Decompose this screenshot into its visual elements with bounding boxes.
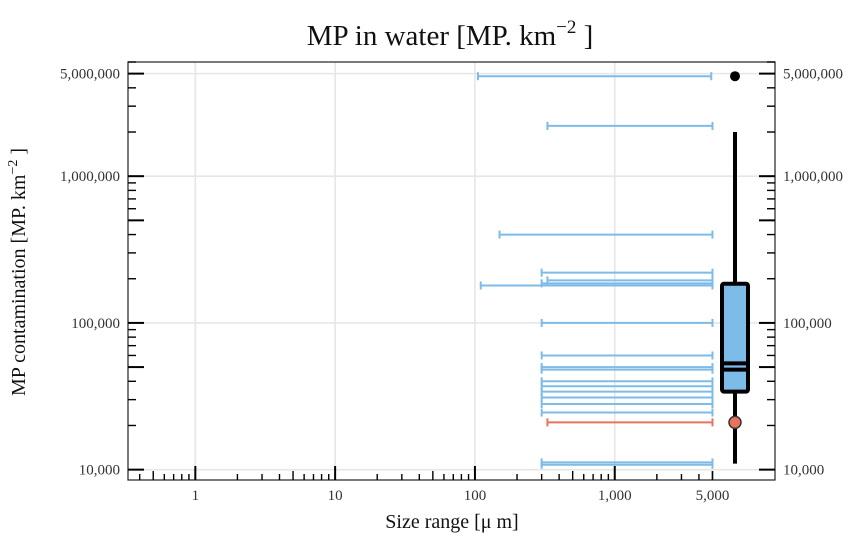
y-axis-label: MP contamination [MP. km−2 ] bbox=[6, 148, 30, 396]
y-tick-label-left: 10,000 bbox=[79, 463, 120, 479]
chart-title: MP in water [MP. km−2 ] bbox=[307, 17, 594, 52]
y-tick-label-right: 100,000 bbox=[783, 316, 832, 332]
box-outlier-point bbox=[730, 71, 740, 82]
plot-frame bbox=[127, 61, 776, 481]
plot-area: 1 10 100 1,000 5,000 10,000 10,000 100,000 100,0… bbox=[60, 61, 843, 504]
x-tick-label: 1,000 bbox=[598, 488, 632, 504]
y-tick-label-right: 1,000,000 bbox=[783, 169, 843, 185]
y-tick-label-left: 100,000 bbox=[71, 316, 120, 332]
x-tick-label: 5,000 bbox=[696, 488, 730, 504]
y-tick-label-left: 5,000,000 bbox=[60, 67, 120, 83]
x-axis-label: Size range [μ m] bbox=[385, 511, 518, 533]
x-tick-label: 1 bbox=[192, 488, 200, 504]
highlight-point bbox=[728, 415, 742, 430]
x-tick-label: 100 bbox=[464, 488, 487, 504]
y-tick-label-right: 5,000,000 bbox=[783, 67, 843, 83]
box-iqr bbox=[720, 281, 750, 394]
x-tick-label: 10 bbox=[328, 488, 343, 504]
y-tick-label-left: 1,000,000 bbox=[60, 169, 120, 185]
y-tick-label-right: 10,000 bbox=[783, 463, 824, 479]
